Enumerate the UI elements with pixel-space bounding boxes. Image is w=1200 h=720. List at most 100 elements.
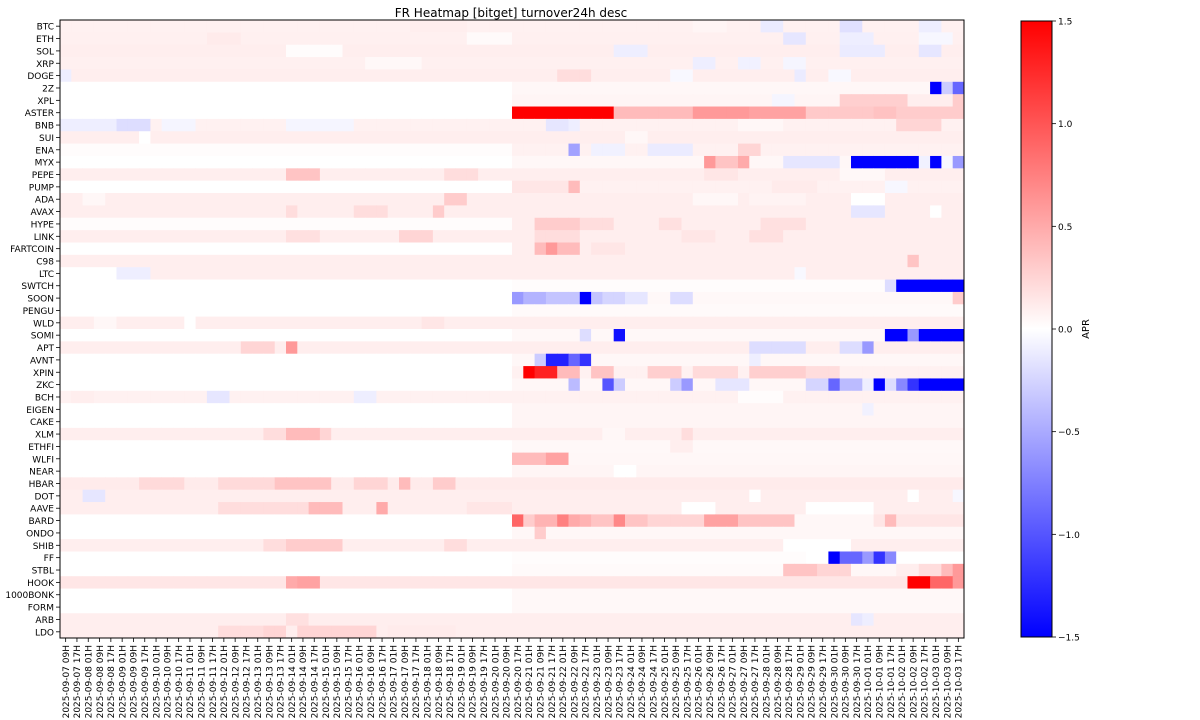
heatmap-cell — [636, 477, 648, 491]
heatmap-cell — [206, 378, 219, 392]
heatmap-cell — [342, 217, 355, 231]
heatmap-cell — [218, 539, 230, 552]
heatmap-cell — [557, 205, 569, 219]
heatmap-cell — [828, 427, 841, 441]
heatmap-cell — [579, 217, 592, 231]
heatmap-cell — [613, 477, 626, 491]
heatmap-cell — [918, 106, 931, 120]
heatmap-cell — [783, 217, 795, 231]
heatmap-cell — [500, 403, 513, 416]
heatmap-cell — [579, 94, 592, 107]
heatmap-cell — [308, 415, 321, 429]
heatmap-cell — [512, 20, 524, 33]
heatmap-cell — [105, 576, 117, 589]
heatmap-cell — [952, 143, 965, 157]
heatmap-cell — [828, 588, 841, 602]
heatmap-cell — [218, 242, 230, 256]
heatmap-cell — [952, 168, 965, 182]
heatmap-cell — [681, 217, 694, 231]
x-tick-label: 2025-09-15 09H — [333, 645, 343, 718]
heatmap-cell — [240, 143, 253, 157]
heatmap-cell — [274, 625, 287, 639]
heatmap-cell — [240, 20, 253, 33]
heatmap-cell — [545, 143, 558, 157]
x-tick-label: 2025-09-16 01H — [356, 645, 366, 718]
heatmap-cell — [941, 427, 954, 441]
heatmap-cell — [184, 378, 196, 392]
heatmap-cell — [625, 205, 637, 219]
heatmap-cell — [579, 279, 592, 293]
heatmap-cell — [704, 353, 716, 367]
heatmap-cell — [568, 588, 581, 602]
heatmap-cell — [873, 440, 886, 453]
heatmap-cell — [252, 118, 264, 132]
heatmap-cell — [286, 118, 298, 132]
x-tick-label: 2025-09-18 17H — [446, 645, 456, 718]
heatmap-cell — [851, 526, 863, 540]
heatmap-cell — [71, 464, 83, 478]
heatmap-cell — [252, 502, 264, 515]
heatmap-cell — [173, 242, 185, 256]
heatmap-cell — [466, 489, 479, 503]
heatmap-cell — [760, 304, 773, 318]
heatmap-cell — [342, 403, 355, 416]
heatmap-cell — [455, 118, 468, 132]
heatmap-cell — [625, 477, 637, 491]
heatmap-cell — [930, 106, 942, 120]
heatmap-cell — [625, 563, 637, 577]
heatmap-cell — [941, 316, 954, 330]
heatmap-cell — [568, 242, 581, 256]
heatmap-cell — [173, 329, 185, 342]
heatmap-cell — [105, 193, 117, 206]
heatmap-cell — [444, 242, 456, 256]
heatmap-cell — [365, 131, 377, 144]
heatmap-cell — [206, 267, 219, 280]
heatmap-cell — [941, 32, 954, 46]
heatmap-cell — [161, 526, 174, 540]
heatmap-cell — [500, 613, 513, 627]
heatmap-cell — [726, 600, 739, 614]
heatmap-cell — [229, 415, 242, 429]
heatmap-cell — [342, 118, 355, 132]
heatmap-cell — [218, 514, 230, 528]
heatmap-cell — [206, 477, 219, 491]
heatmap-cell — [771, 329, 784, 342]
heatmap-cell — [240, 329, 253, 342]
heatmap-cell — [692, 155, 705, 169]
y-tick-label: FORM — [28, 604, 54, 614]
heatmap-cell — [82, 94, 95, 107]
heatmap-cell — [636, 427, 648, 441]
heatmap-cell — [93, 502, 106, 515]
heatmap-cell — [127, 452, 140, 466]
heatmap-cell — [647, 279, 660, 293]
heatmap-cell — [105, 415, 117, 429]
heatmap-cell — [342, 316, 355, 330]
heatmap-cell — [896, 44, 908, 58]
heatmap-cell — [331, 242, 343, 256]
x-tick-label: 2025-09-25 09H — [672, 645, 682, 718]
heatmap-cell — [918, 304, 931, 318]
heatmap-cell — [399, 155, 411, 169]
heatmap-cell — [263, 600, 276, 614]
heatmap-cell — [636, 526, 648, 540]
heatmap-cell — [817, 20, 829, 33]
heatmap-cell — [692, 489, 705, 503]
heatmap-cell — [139, 477, 151, 491]
heatmap-cell — [692, 254, 705, 268]
heatmap-cell — [161, 366, 174, 379]
heatmap-cell — [579, 600, 592, 614]
heatmap-cell — [636, 440, 648, 453]
heatmap-cell — [794, 155, 807, 169]
heatmap-cell — [602, 316, 615, 330]
heatmap-cell — [421, 427, 434, 441]
heatmap-cell — [568, 304, 581, 318]
heatmap-cell — [658, 118, 671, 132]
heatmap-cell — [952, 304, 965, 318]
heatmap-cell — [579, 118, 592, 132]
heatmap-cell — [873, 613, 886, 627]
heatmap-cell — [161, 44, 174, 58]
heatmap-cell — [240, 526, 253, 540]
heatmap-cell — [206, 94, 219, 107]
heatmap-cell — [930, 390, 942, 404]
heatmap-cell — [353, 563, 366, 577]
